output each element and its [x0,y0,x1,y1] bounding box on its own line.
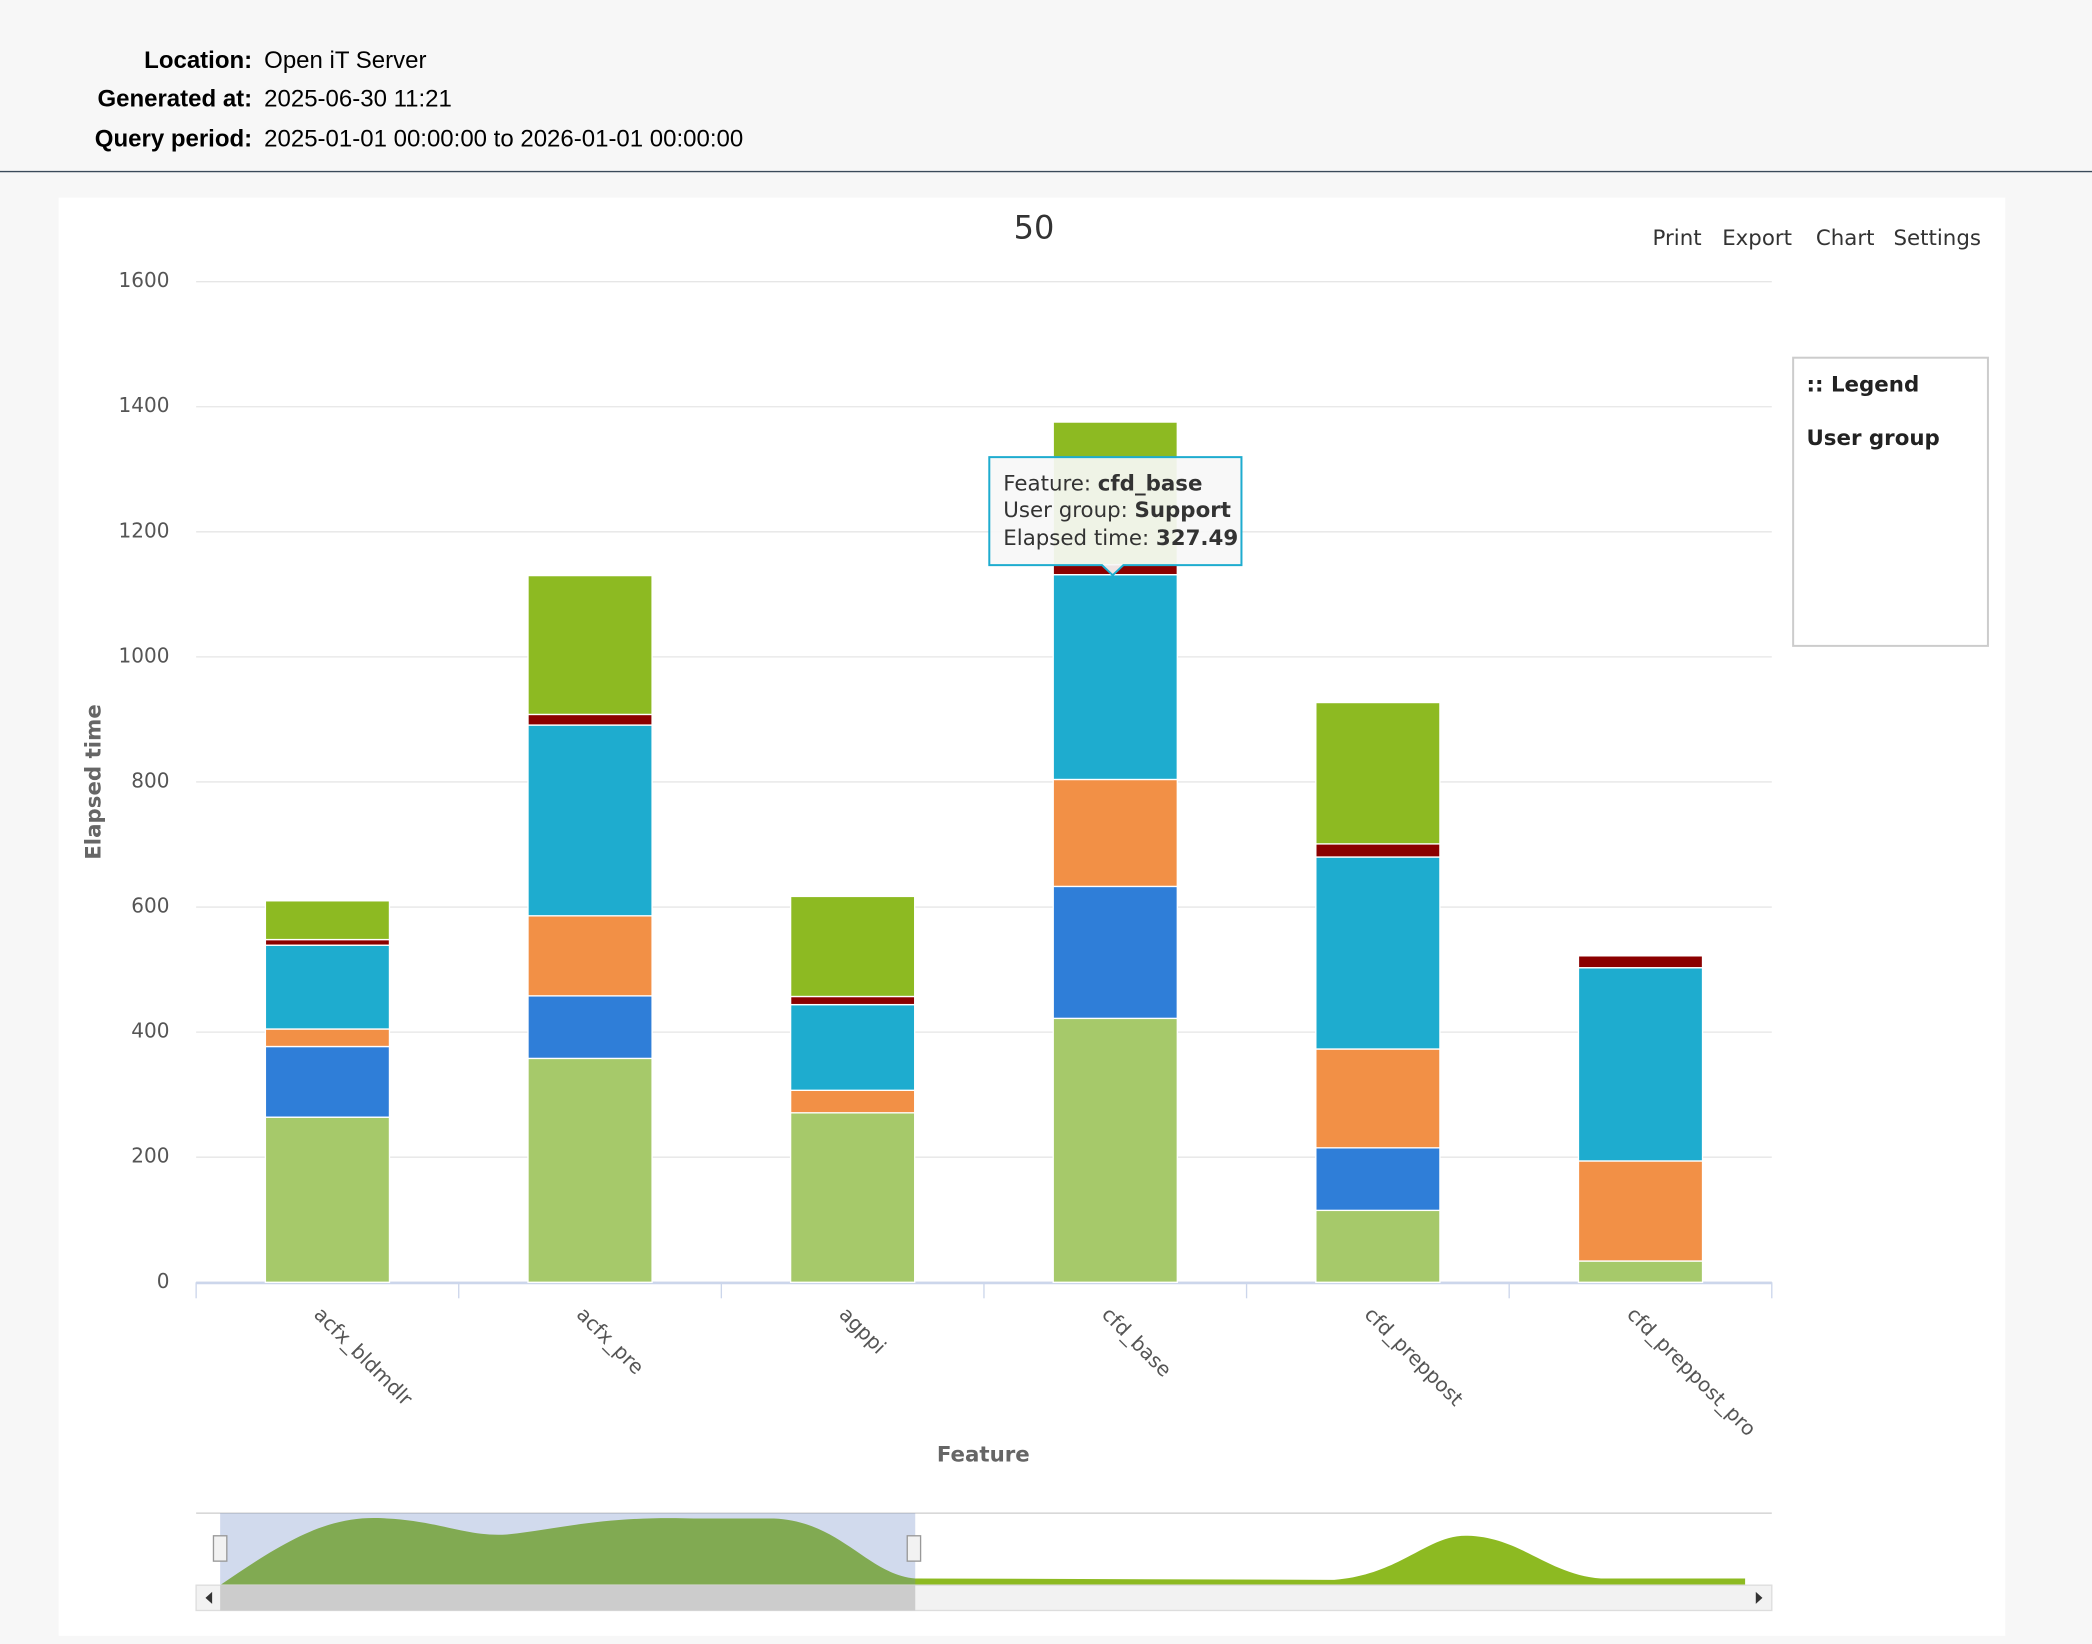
navigator[interactable] [195,1512,1773,1612]
value: Open iT Server [264,47,426,74]
bar-segment [264,1045,391,1118]
bar-segment [1052,1017,1178,1283]
nav-area [220,1517,1746,1586]
bar-segment [1052,778,1178,888]
bar-segment [1577,1260,1704,1283]
y-tick-label: 800 [131,768,169,792]
menu-settings[interactable]: Settings [1893,226,1980,251]
y-tick-label: 600 [131,894,169,918]
tooltip-value: Support [1135,498,1231,523]
legend-subtitle: User group [1806,426,1939,451]
nav-window[interactable] [220,1513,916,1586]
legend-title: :: Legend [1806,373,1919,398]
y-tick-label: 1200 [119,518,170,542]
value: 2025-01-01 00:00:00 to 2026-01-01 00:00:… [264,126,743,153]
tooltip-line: Feature: cfd_base [1003,471,1202,496]
scrollbar-thumb[interactable] [220,1585,916,1611]
y-axis-title: Elapsed time [82,704,107,860]
bar-segment [1577,1160,1704,1262]
bar-segment [789,895,916,998]
label: Query period: [95,126,252,153]
nav-handle[interactable] [906,1535,922,1562]
bar-segment [1577,967,1704,1162]
menu-print[interactable]: Print [1653,226,1702,251]
header-bg [0,0,2092,171]
x-axis-title: Feature [937,1443,1030,1468]
tooltip-label: Elapsed time: [1003,526,1149,551]
chart-title: 50 [1014,209,1055,247]
bar-segment [1315,856,1441,1050]
bar-segment [264,1028,391,1048]
bar-segment [789,1003,916,1091]
bar-segment [527,1057,653,1283]
label: Location: [144,47,252,74]
y-tick-label: 400 [131,1019,169,1043]
bar-segment [789,1112,916,1283]
bar-segment [527,915,653,997]
menu-export[interactable]: Export [1722,226,1792,251]
y-tick-label: 1000 [119,643,170,667]
tooltip-label: Feature: [1003,471,1091,496]
tooltip-label: User group: [1003,498,1128,523]
bar-segment [264,900,391,941]
label: Generated at: [97,86,252,113]
bar-segment [264,944,391,1030]
bar-segment [1052,573,1178,781]
bar-segment [264,938,391,946]
bar-segment [789,1089,916,1114]
bar-segment [1315,701,1441,845]
y-tick-label: 0 [157,1269,170,1293]
tooltip-box [988,456,1243,577]
menu-chart[interactable]: Chart [1816,226,1875,251]
legend-box [1792,356,1989,647]
bar-segment [1577,955,1704,969]
bar-segment [527,724,653,917]
bar-segment [1052,885,1178,1020]
tooltip-value: cfd_base [1098,471,1203,496]
y-tick-label: 1600 [119,268,170,292]
bar-segment [1315,1048,1441,1149]
bar-segment [264,1116,391,1283]
value: 2025-06-30 11:21 [264,86,452,113]
tooltip-line: Elapsed time: 327.49 [1003,526,1238,551]
bar-segment [527,574,653,716]
y-tick-label: 200 [131,1144,169,1168]
tooltip-value: 327.49 [1156,526,1238,551]
nav-handle[interactable] [212,1535,228,1562]
bar-segment [527,713,653,726]
bar-segment [1315,1147,1441,1212]
bar-segment [1315,1209,1441,1283]
bar-segment [527,995,653,1060]
bar-segment [1315,843,1441,858]
y-tick-label: 1400 [119,393,170,417]
bar-segment [789,995,916,1006]
tooltip-line: User group: Support [1003,498,1231,523]
